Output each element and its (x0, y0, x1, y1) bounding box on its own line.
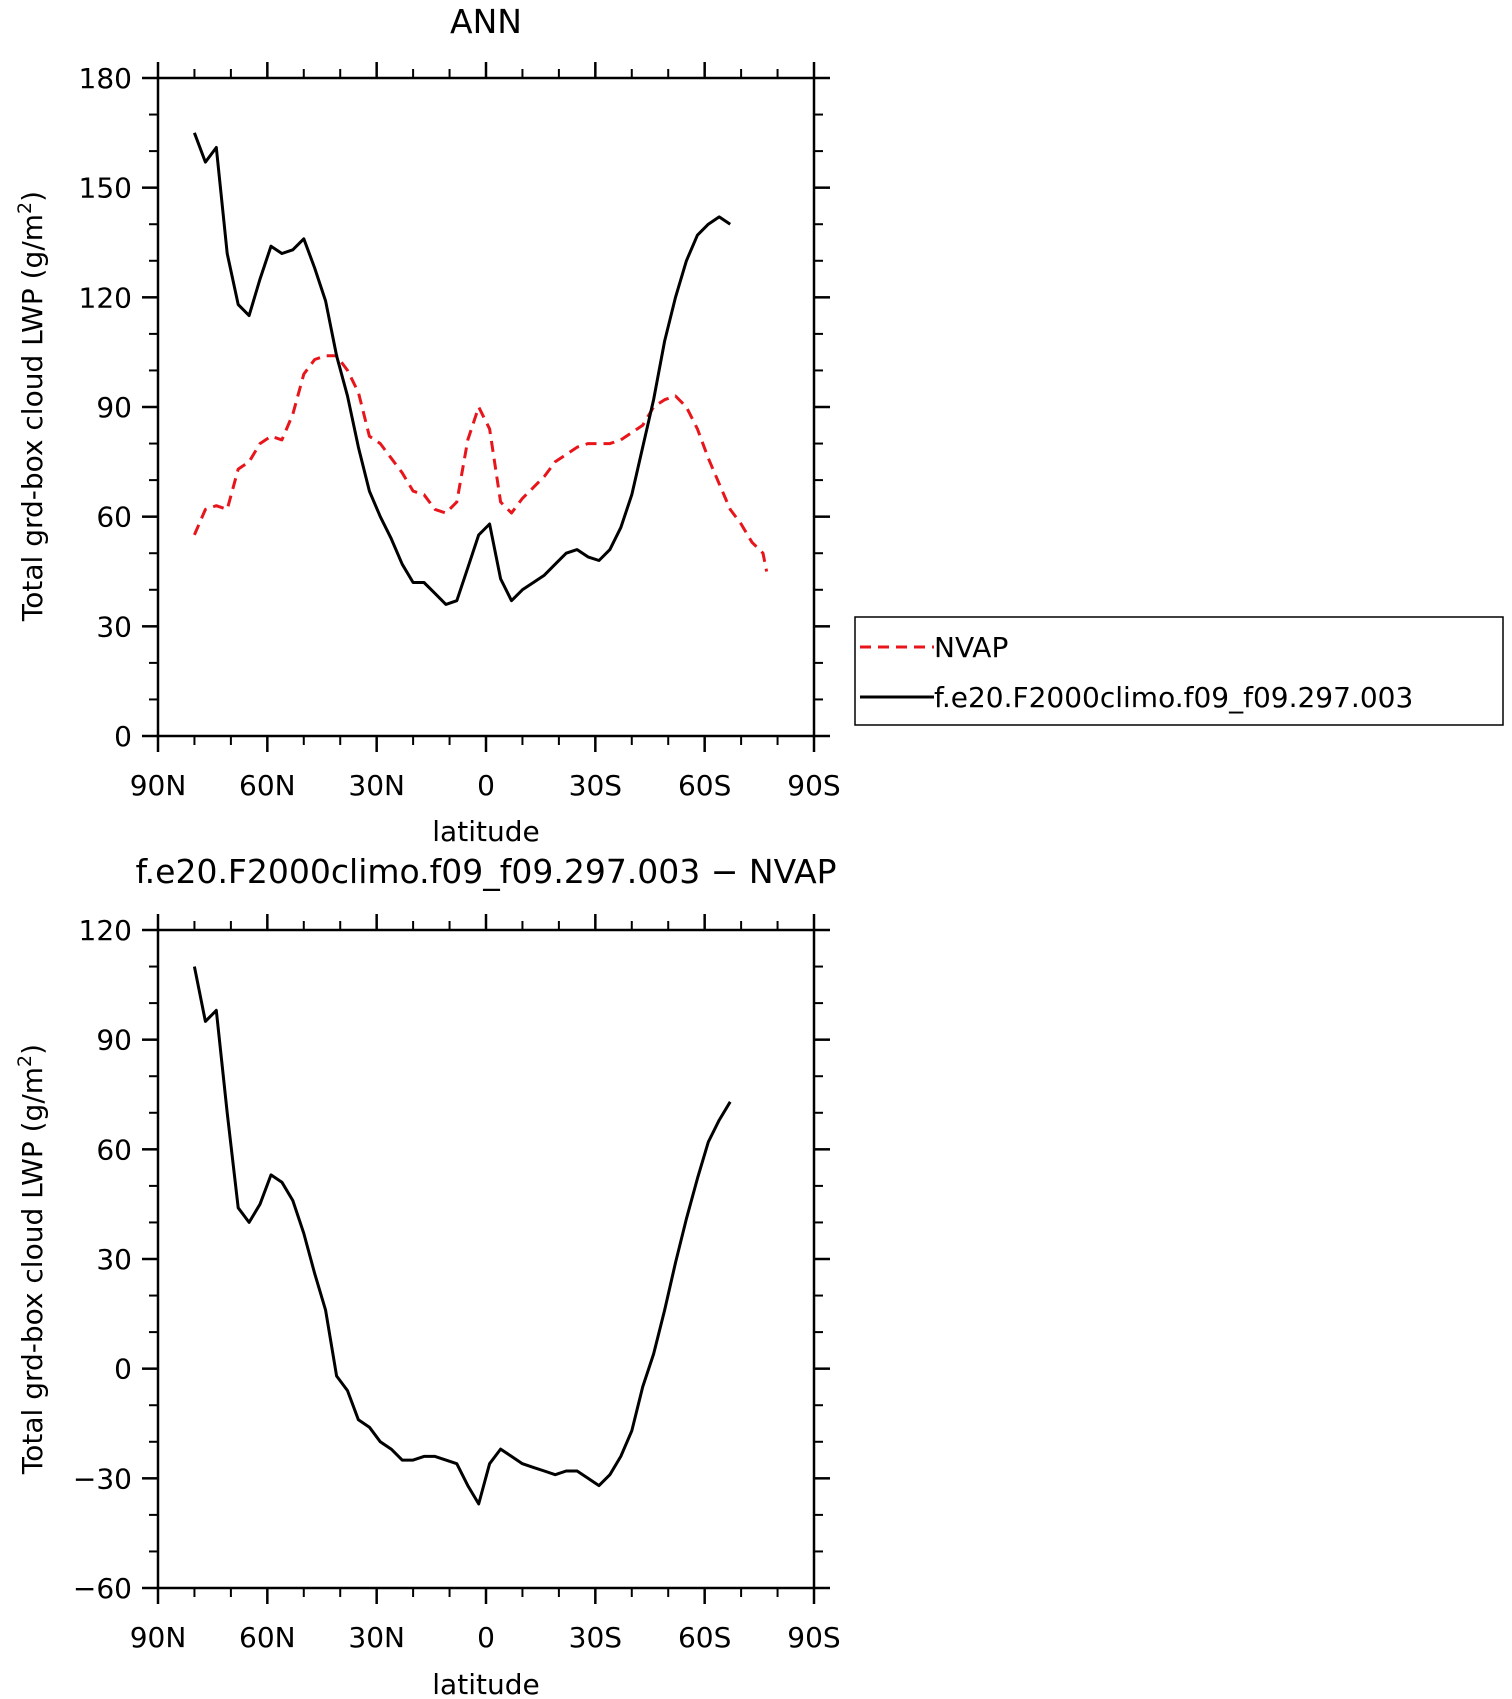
legend-label-model: f.e20.F2000climo.f09_f09.297.003 (934, 681, 1413, 714)
bottom-x-axis-label: latitude (432, 1668, 539, 1699)
legend-label-nvap: NVAP (934, 631, 1008, 664)
top-x-tick-label: 90N (130, 769, 187, 802)
bottom-plot-frame (156, 928, 816, 1590)
top-y-tick-label: 60 (96, 501, 132, 534)
bottom-y-tick-label: 30 (96, 1243, 132, 1276)
bottom-y-axis-label-superscript: 2 (14, 1055, 36, 1067)
top-y-axis-label-text: Total grd-box cloud LWP (g/m (16, 214, 49, 622)
bottom-x-tick-label: 30S (569, 1621, 622, 1654)
bottom-y-tick-label: 90 (96, 1024, 132, 1057)
top-y-tick-label: 150 (79, 172, 132, 205)
top-x-axis-label: latitude (432, 815, 539, 848)
top-series-line-nvap (193, 354, 769, 572)
bottom-series-line-model (192, 966, 732, 1506)
bottom-x-tick-label: 60N (239, 1621, 296, 1654)
top-x-tick-label: 30S (569, 769, 622, 802)
bottom-chart-title: f.e20.F2000climo.f09_f09.297.003 − NVAP (135, 852, 836, 891)
top-y-tick-label: 0 (114, 720, 132, 753)
top-y-axis-label-close: ) (16, 191, 49, 202)
legend: NVAP f.e20.F2000climo.f09_f09.297.003 (854, 616, 1504, 726)
top-x-tick-label: 30N (348, 769, 405, 802)
bottom-panel: f.e20.F2000climo.f09_f09.297.003 − NVAP … (14, 852, 841, 1699)
top-axis-ticks: 0 30 60 90 120 150 180 90N 60N 30N 0 30S 60S 90S (79, 62, 841, 802)
top-y-tick-label: 90 (96, 391, 132, 424)
bottom-axis-ticks: −60 −30 0 30 60 90 120 90N 60N 30N 0 30S 60S 90S (73, 914, 841, 1654)
bottom-y-tick-label: 0 (114, 1353, 132, 1386)
bottom-y-tick-label: 120 (79, 914, 132, 947)
bottom-series-lines (192, 966, 732, 1506)
top-series-line-model (192, 132, 732, 606)
bottom-x-tick-label: 60S (678, 1621, 731, 1654)
top-y-axis-label-superscript: 2 (14, 202, 36, 214)
bottom-x-tick-label: 0 (477, 1621, 495, 1654)
bottom-y-tick-label: −60 (73, 1572, 132, 1605)
bottom-y-tick-label: 60 (96, 1133, 132, 1166)
top-plot-frame (156, 76, 816, 738)
top-y-tick-label: 120 (79, 281, 132, 314)
top-series-lines (192, 132, 769, 606)
top-y-tick-label: 180 (79, 62, 132, 95)
top-x-tick-label: 0 (477, 769, 495, 802)
top-y-axis-label: Total grd-box cloud LWP (g/m2) (14, 191, 49, 622)
bottom-x-tick-label: 90N (130, 1621, 187, 1654)
bottom-y-axis-label-text: Total grd-box cloud LWP (g/m (16, 1067, 49, 1475)
top-x-tick-label: 60S (678, 769, 731, 802)
bottom-y-axis-label: Total grd-box cloud LWP (g/m2) (14, 1044, 49, 1475)
bottom-x-tick-label: 30N (348, 1621, 405, 1654)
legend-box (854, 616, 1504, 726)
top-chart-title: ANN (450, 2, 522, 41)
bottom-y-tick-label: −30 (73, 1462, 132, 1495)
bottom-x-tick-label: 90S (787, 1621, 840, 1654)
top-y-tick-label: 30 (96, 610, 132, 643)
bottom-y-axis-label-close: ) (16, 1044, 49, 1055)
top-x-tick-label: 60N (239, 769, 296, 802)
top-x-tick-label: 90S (787, 769, 840, 802)
